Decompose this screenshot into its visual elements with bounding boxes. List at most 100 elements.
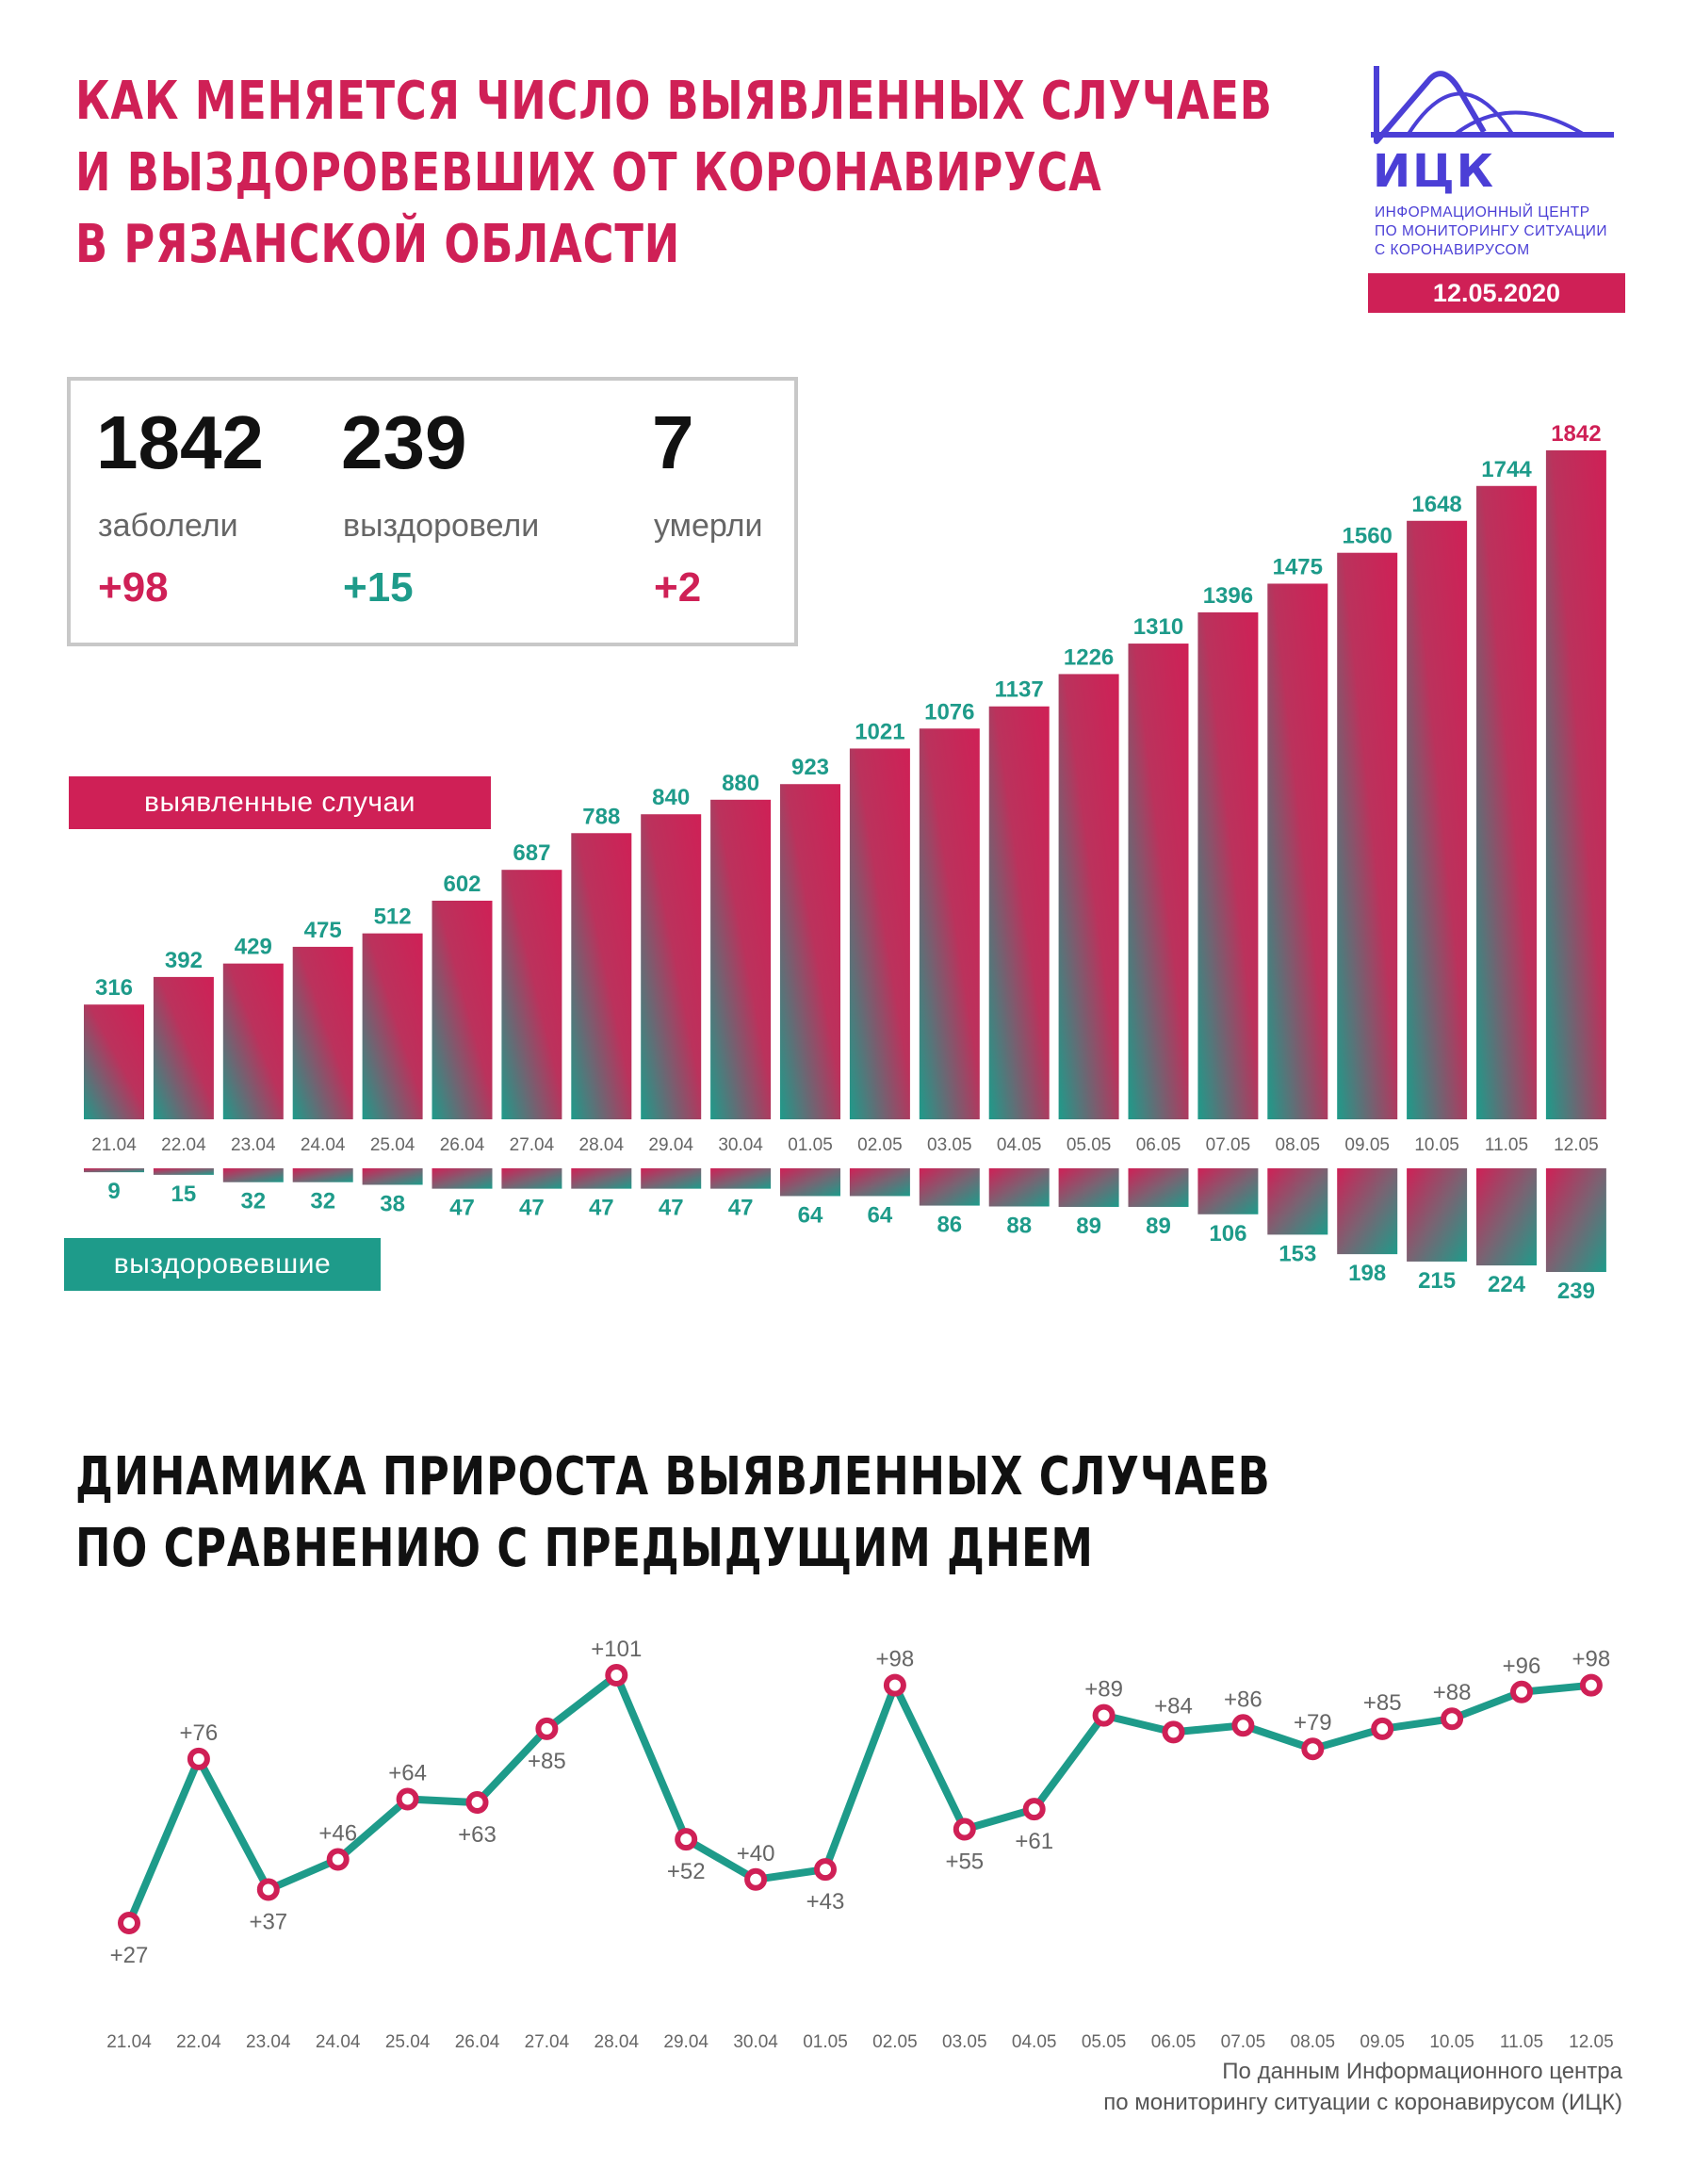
section-title: Динамика прироста выявленных случаев по … xyxy=(75,1442,1271,1585)
case-value-label: 1842 xyxy=(1551,421,1601,447)
growth-point xyxy=(187,1747,210,1770)
recovered-value-label: 88 xyxy=(1006,1214,1032,1239)
recovered-bar xyxy=(501,1168,562,1189)
growth-date-label: 11.05 xyxy=(1500,2032,1543,2052)
recovered-value-label: 47 xyxy=(449,1196,475,1221)
case-bar xyxy=(1058,674,1119,1119)
case-value-label: 1137 xyxy=(995,677,1044,703)
date-tick-label: 28.04 xyxy=(579,1135,625,1155)
case-bar xyxy=(362,933,423,1119)
recovered-value-label: 47 xyxy=(728,1196,754,1221)
growth-value-label: +63 xyxy=(458,1822,497,1848)
recovered-bar xyxy=(222,1168,284,1182)
growth-value-label: +101 xyxy=(591,1637,642,1662)
growth-value-label: +98 xyxy=(1572,1647,1611,1672)
source-note: По данным Информационного центра по мони… xyxy=(1103,2056,1622,2118)
wave-logo-icon xyxy=(1371,66,1614,144)
recovered-bar xyxy=(362,1168,423,1185)
growth-date-label: 27.04 xyxy=(525,2032,570,2052)
growth-date-label: 09.05 xyxy=(1360,2032,1405,2052)
case-value-label: 1475 xyxy=(1273,554,1323,579)
case-bar xyxy=(919,728,980,1119)
growth-value-label: +64 xyxy=(388,1761,427,1786)
growth-date-label: 01.05 xyxy=(803,2032,848,2052)
date-tick-label: 08.05 xyxy=(1276,1135,1321,1155)
growth-value-label: +40 xyxy=(737,1841,775,1866)
recovered-value-label: 9 xyxy=(107,1179,120,1204)
stat-recovered-label: выздоровели xyxy=(343,508,540,544)
growth-date-label: 22.04 xyxy=(176,2032,221,2052)
case-bar xyxy=(222,963,284,1119)
recovered-bar xyxy=(849,1168,910,1197)
logo-text-line-2: ПО МОНИТОРИНГУ СИТУАЦИИ xyxy=(1375,223,1608,239)
recovered-value-label: 15 xyxy=(171,1182,197,1207)
recovered-bar xyxy=(641,1168,702,1189)
case-bar xyxy=(292,946,353,1119)
case-bar xyxy=(1197,611,1259,1119)
case-bar xyxy=(84,1004,144,1119)
recovered-value-label: 47 xyxy=(659,1196,684,1221)
case-value-label: 429 xyxy=(235,935,272,960)
case-value-label: 788 xyxy=(582,804,620,829)
main-title: Как меняется число выявленных случаев и … xyxy=(75,66,1273,281)
recovered-value-label: 64 xyxy=(798,1202,823,1228)
case-value-label: 1744 xyxy=(1481,457,1532,482)
date-tick-label: 11.05 xyxy=(1485,1135,1528,1155)
recovered-bar xyxy=(571,1168,632,1189)
logo-text-line-1: ИНФОРМАЦИОННЫЙ ЦЕНТР xyxy=(1375,204,1590,220)
recovered-bar xyxy=(1407,1168,1468,1262)
case-bar xyxy=(1407,520,1468,1119)
growth-date-label: 06.05 xyxy=(1151,2032,1197,2052)
recovered-bar xyxy=(84,1168,144,1173)
growth-line xyxy=(125,1671,1595,1927)
case-bar xyxy=(1545,450,1606,1119)
growth-date-label: 12.05 xyxy=(1569,2032,1614,2052)
growth-point xyxy=(1162,1720,1185,1744)
date-tick-label: 02.05 xyxy=(857,1135,903,1155)
recovered-value-label: 106 xyxy=(1209,1221,1246,1247)
date-tick-label: 24.04 xyxy=(301,1135,346,1155)
growth-date-label: 08.05 xyxy=(1291,2032,1336,2052)
growth-point xyxy=(1301,1737,1325,1761)
recovered-value-label: 198 xyxy=(1348,1261,1386,1286)
recovered-value-label: 224 xyxy=(1488,1272,1526,1297)
main-title-line-1: Как меняется число выявленных случаев xyxy=(75,71,1273,132)
stat-infected-label: заболели xyxy=(98,508,238,544)
date-tick-label: 21.04 xyxy=(91,1135,137,1155)
recovered-bar xyxy=(710,1168,772,1189)
case-bar xyxy=(1337,552,1398,1119)
growth-point xyxy=(953,1817,976,1841)
date-tick-label: 27.04 xyxy=(510,1135,555,1155)
case-bar xyxy=(501,870,562,1119)
case-value-label: 512 xyxy=(374,905,412,930)
growth-value-label: +84 xyxy=(1154,1693,1193,1719)
growth-date-label: 05.05 xyxy=(1082,2032,1127,2052)
growth-point xyxy=(605,1664,628,1687)
date-tick-label: 03.05 xyxy=(927,1135,972,1155)
growth-point xyxy=(1022,1798,1046,1821)
recovered-bar xyxy=(432,1168,493,1189)
case-bar xyxy=(1267,583,1328,1119)
case-bar xyxy=(641,814,702,1119)
cases-bars: 316 21.04 392 22.04 429 23.04 475 24.04 512 25.04… xyxy=(84,421,1606,1155)
growth-value-label: +76 xyxy=(180,1720,219,1746)
case-value-label: 1648 xyxy=(1411,492,1461,517)
recovered-value-label: 89 xyxy=(1076,1214,1101,1239)
case-value-label: 602 xyxy=(443,872,481,897)
growth-value-label: +37 xyxy=(249,1909,287,1934)
date-tick-label: 23.04 xyxy=(231,1135,276,1155)
case-value-label: 316 xyxy=(95,975,133,1001)
main-title-line-2: и выздоровевших от коронавируса xyxy=(75,142,1102,204)
growth-date-label: 10.05 xyxy=(1429,2032,1474,2052)
case-bar xyxy=(571,833,632,1119)
case-value-label: 1226 xyxy=(1064,644,1114,670)
growth-value-label: +79 xyxy=(1294,1710,1332,1736)
growth-point xyxy=(1441,1707,1464,1731)
recovered-bar xyxy=(988,1168,1050,1207)
case-bar xyxy=(432,900,493,1119)
source-line-1: По данным Информационного центра xyxy=(1222,2059,1622,2084)
growth-point xyxy=(256,1878,280,1901)
recovered-value-label: 86 xyxy=(937,1213,962,1238)
growth-point xyxy=(396,1787,419,1811)
growth-value-label: +85 xyxy=(1363,1690,1402,1716)
